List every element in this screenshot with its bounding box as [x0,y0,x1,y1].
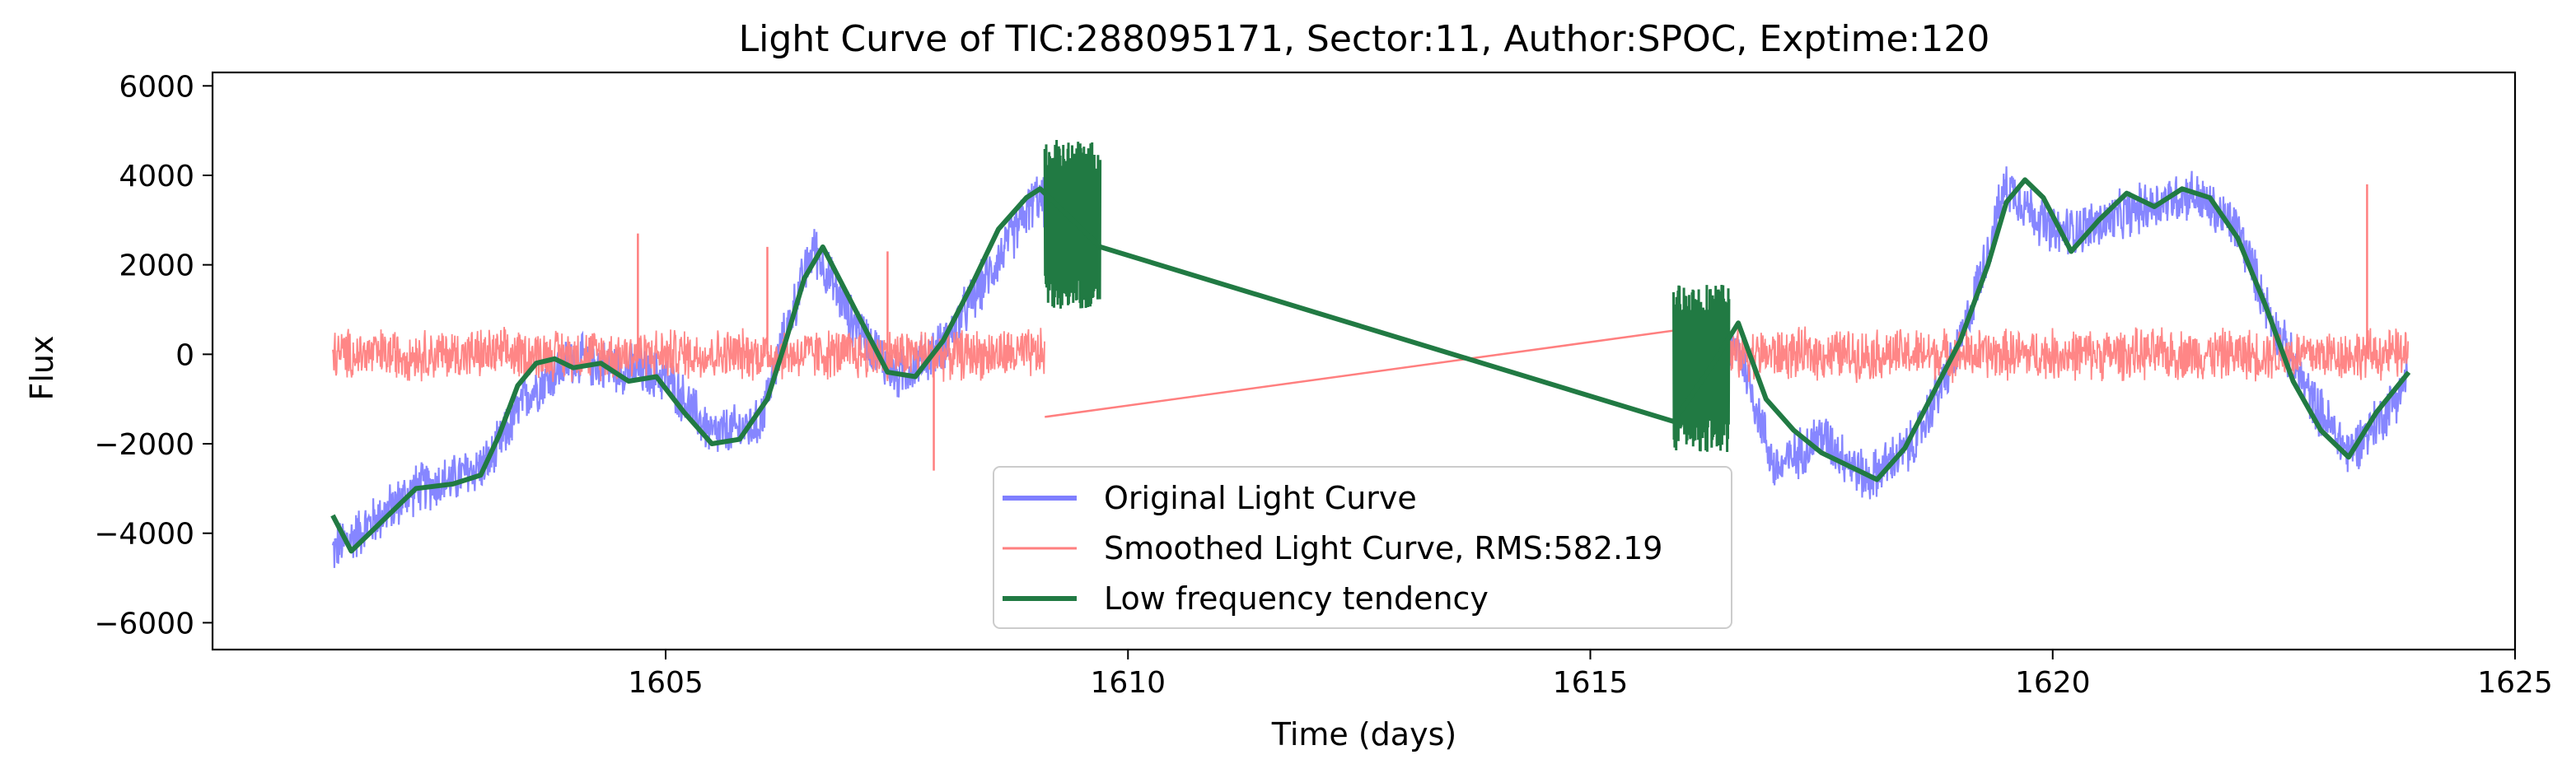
y-tick-label: 0 [175,338,194,372]
legend-label-original: Original Light Curve [1104,480,1417,516]
plot-data [330,139,2411,568]
y-tick-label: 4000 [119,160,194,193]
x-tick-label: 1615 [1553,666,1629,700]
series-tendency-burst [1043,139,1102,309]
legend: Original Light Curve Smoothed Light Curv… [993,466,1732,629]
legend-label-tendency: Low frequency tendency [1104,580,1489,617]
series-tendency-line [330,177,2411,554]
y-tick-label: 6000 [119,70,194,104]
plot-frame [211,71,2517,651]
series-smoothed-line [332,325,1045,383]
series-smoothed-connector [1045,322,1730,418]
y-tick-label: 2000 [119,249,194,283]
y-axis-label: Flux [24,336,60,401]
series-tendency-burst [1672,284,1731,453]
y-tick-label: −2000 [94,428,194,462]
legend-box [993,466,1732,629]
y-tick-label: −6000 [94,607,194,641]
series-original-line [1672,166,2410,500]
legend-label-smoothed: Smoothed Light Curve, RMS:582.19 [1104,530,1662,566]
y-tick-label: −4000 [94,518,194,552]
axes-ticks: 1605 1610 1615 1620 1625 −6000 −4000 −2000 0 2000… [94,70,2553,700]
x-tick-label: 1620 [2015,666,2091,700]
chart-title: Light Curve of TIC:288095171, Sector:11,… [739,18,1990,60]
x-axis-label: Time (days) [1271,716,1456,752]
x-tick-label: 1605 [628,666,704,700]
x-tick-label: 1625 [2477,666,2553,700]
x-tick-label: 1610 [1090,666,1166,700]
